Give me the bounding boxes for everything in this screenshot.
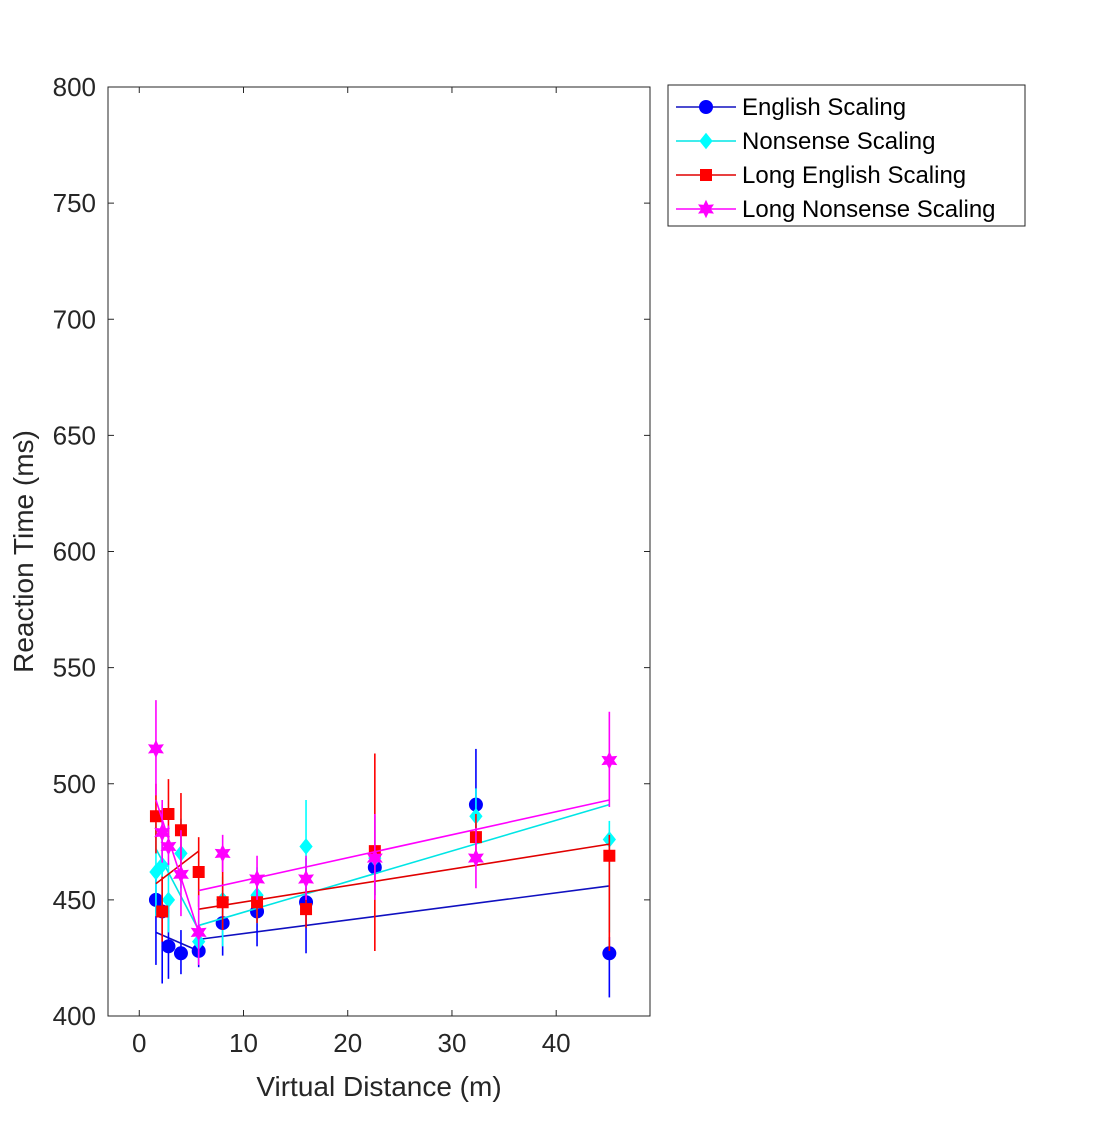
data-point xyxy=(160,837,177,856)
y-axis: 400 450 500 550 600 650 700 750 800 xyxy=(53,72,650,1031)
y-tick-label: 700 xyxy=(53,304,96,334)
data-point xyxy=(155,856,169,874)
fit-line xyxy=(198,843,610,910)
data-point xyxy=(603,849,616,862)
data-point xyxy=(162,807,175,820)
y-tick-label: 800 xyxy=(53,72,96,102)
legend-label: English Scaling xyxy=(742,94,906,121)
legend-marker xyxy=(700,169,712,181)
data-point xyxy=(214,844,231,863)
legend-item: Long Nonsense Scaling xyxy=(676,196,996,223)
x-axis-label: Virtual Distance (m) xyxy=(256,1071,501,1102)
y-tick-label: 650 xyxy=(53,420,96,450)
data-point xyxy=(173,946,188,961)
axes-box xyxy=(107,86,651,1017)
data-point xyxy=(161,939,176,954)
x-tick-label: 20 xyxy=(333,1028,362,1058)
data-point xyxy=(156,905,169,918)
data-point xyxy=(249,869,266,889)
series-4 xyxy=(147,700,618,965)
plot-area: 0 10 20 30 40 400 450 500 550 600 650 700 750 800 xyxy=(53,72,651,1058)
legend: English Scaling Nonsense Scaling Long Engl… xyxy=(667,84,1026,227)
x-axis: 0 10 20 30 40 xyxy=(132,87,571,1058)
legend-item: English Scaling xyxy=(676,94,906,121)
legend-box xyxy=(667,84,1026,227)
fit-line xyxy=(198,803,610,927)
data-point xyxy=(601,751,618,770)
data-point xyxy=(366,848,383,868)
data-point xyxy=(251,896,264,909)
data-point xyxy=(192,866,205,879)
legend-item: Nonsense Scaling xyxy=(676,128,935,155)
data-point xyxy=(190,923,207,942)
y-tick-label: 500 xyxy=(53,769,96,799)
x-tick-label: 30 xyxy=(438,1028,467,1058)
y-tick-label: 750 xyxy=(53,188,96,218)
fit-line xyxy=(155,931,199,952)
data-point xyxy=(298,869,315,889)
legend-marker xyxy=(699,100,713,114)
legend-item: Long English Scaling xyxy=(676,162,966,189)
data-point xyxy=(216,896,229,909)
y-tick-label: 550 xyxy=(53,653,96,683)
legend-label: Nonsense Scaling xyxy=(742,128,935,155)
y-tick-label: 450 xyxy=(53,885,96,915)
data-point xyxy=(172,865,189,884)
legend-marker xyxy=(699,132,713,150)
y-axis-label: Reaction Time (ms) xyxy=(8,430,39,673)
series-layer xyxy=(147,700,618,998)
legend-label: Long English Scaling xyxy=(742,162,966,189)
data-point xyxy=(154,823,171,842)
x-tick-label: 40 xyxy=(542,1028,571,1058)
fit-line xyxy=(198,799,610,892)
x-tick-label: 0 xyxy=(132,1028,146,1058)
data-point xyxy=(161,891,176,909)
data-point xyxy=(300,903,313,916)
legend-marker xyxy=(698,199,714,219)
y-tick-label: 400 xyxy=(53,1001,96,1031)
data-point xyxy=(467,848,484,868)
data-point xyxy=(299,838,313,855)
legend-label: Long Nonsense Scaling xyxy=(742,196,996,223)
y-tick-label: 600 xyxy=(53,537,96,567)
fit-line xyxy=(155,799,200,933)
fit-line xyxy=(198,885,610,941)
x-tick-label: 10 xyxy=(229,1028,258,1058)
data-point xyxy=(147,739,164,759)
